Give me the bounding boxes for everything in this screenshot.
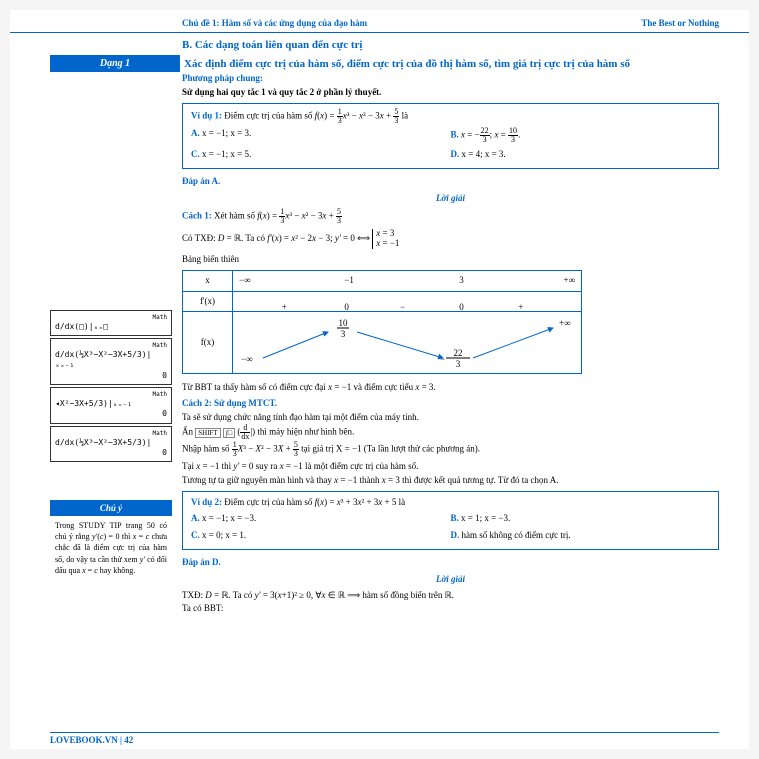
ex2-options: A. x = −1; x = −3. B. x = 1; x = −3. C. … bbox=[191, 510, 710, 545]
ex1-opt-b: B. x = −223; x = 103. bbox=[451, 125, 711, 146]
ex2-answer: Đáp án D. bbox=[182, 554, 719, 572]
svg-text:3: 3 bbox=[456, 359, 461, 368]
chapter-title: Chủ đề 1: Hàm số và các ứng dụng của đạo… bbox=[182, 18, 367, 28]
ex2-opt-b: B. x = 1; x = −3. bbox=[451, 510, 711, 528]
brand-slogan: The Best or Nothing bbox=[641, 18, 719, 28]
cach2-line3: Nhập hàm số 13X³ − X² − 3X + 53 tại giá … bbox=[182, 441, 719, 458]
bbt-table: x −∞ −1 3 +∞ f'(x) + 0 − 0 + f bbox=[182, 270, 582, 374]
ex2-opt-d: D. hàm số không có điểm cực trị. bbox=[451, 527, 711, 545]
ex1-opt-c: C. x = −1; x = 5. bbox=[191, 146, 451, 164]
note-sidebar: Chú ý Trong STUDY TIP trang 50 có chú ý … bbox=[50, 500, 172, 580]
method-text: Sử dụng hai quy tắc 1 và quy tắc 2 ở phầ… bbox=[182, 86, 719, 100]
ex2-prompt: Ví dụ 2: Điểm cực trị của hàm số f(x) = … bbox=[191, 496, 710, 510]
ex2-sol1: TXĐ: D = ℝ. Ta có y' = 3(x+1)² ≥ 0, ∀x ∈… bbox=[182, 589, 719, 603]
calc-screen-1: Math d/dx(□)|ₓ₌□ bbox=[50, 310, 172, 336]
cach2-line2: Ấn SHIFT ∫□ (ddx|) thì máy hiện như hình… bbox=[182, 424, 719, 441]
note-title: Chú ý bbox=[50, 500, 172, 516]
ex2-sol2: Ta có BBT: bbox=[182, 602, 719, 616]
ex1-opt-d: D. x = 4; x = 3. bbox=[451, 146, 711, 164]
svg-text:−: − bbox=[440, 354, 445, 364]
dang-tag: Dạng 1 bbox=[50, 55, 180, 72]
ex2-solution-title: Lời giải bbox=[182, 571, 719, 589]
cach1-conclusion: Từ BBT ta thấy hàm số có điểm cực đại x … bbox=[182, 378, 719, 395]
example-1-box: Ví dụ 1: Điểm cực trị của hàm số f(x) = … bbox=[182, 103, 719, 169]
ex1-options: A. x = −1; x = 3. B. x = −223; x = 103. … bbox=[191, 125, 710, 164]
page-header: Chủ đề 1: Hàm số và các ứng dụng của đạo… bbox=[10, 10, 749, 33]
ex1-solution-title: Lời giải bbox=[182, 190, 719, 208]
svg-text:3: 3 bbox=[341, 329, 346, 339]
ex2-opt-c: C. x = 0; x = 1. bbox=[191, 527, 451, 545]
ex1-opt-a: A. x = −1; x = 3. bbox=[191, 125, 451, 146]
cach1-line1: Cách 1: Xét hàm số f(x) = 13x³ − x² − 3x… bbox=[182, 208, 719, 225]
cach2-line4: Tại x = −1 thì y' = 0 suy ra x = −1 là m… bbox=[182, 458, 719, 474]
ex1-answer: Đáp án A. bbox=[182, 173, 719, 191]
bbt-row-f: f(x) 10 3 −∞ 22 3 − bbox=[183, 312, 582, 374]
calculator-sidebar: Math d/dx(□)|ₓ₌□ Math d/dx(⅓X³−X²−3X+5/3… bbox=[50, 310, 172, 464]
ex1-prompt: Ví dụ 1: Điểm cực trị của hàm số f(x) = … bbox=[191, 108, 710, 125]
svg-text:−∞: −∞ bbox=[241, 354, 253, 364]
page: Chủ đề 1: Hàm số và các ứng dụng của đạo… bbox=[10, 10, 749, 749]
cach1-line2: Có TXĐ: D = ℝ. Ta có f'(x) = x² − 2x − 3… bbox=[182, 225, 719, 249]
bbt-arrows-svg: 10 3 −∞ 22 3 − +∞ bbox=[233, 312, 581, 368]
svg-text:22: 22 bbox=[454, 348, 463, 358]
example-2-box: Ví dụ 2: Điểm cực trị của hàm số f(x) = … bbox=[182, 491, 719, 550]
dang-description: Xác định điểm cực trị của hàm số, điểm c… bbox=[180, 55, 749, 72]
bbt-row-x: x −∞ −1 3 +∞ bbox=[183, 271, 582, 292]
section-b-title: B. Các dạng toán liên quan đến cực trị bbox=[10, 33, 749, 55]
calc-screen-4: Math d/dx(⅓X³−X²−3X+5/3)| 0 bbox=[50, 426, 172, 463]
cach2-line1: Ta sẽ sử dụng chức năng tính đạo hàm tại… bbox=[182, 411, 719, 425]
bbt-row-fprime: f'(x) + 0 − 0 + bbox=[183, 291, 582, 312]
cach2-line5: Tương tự ta giữ nguyên màn hình và thay … bbox=[182, 474, 719, 488]
calc-screen-3: Math ◂X²−3X+5/3)|ₓ₌₋₁ 0 bbox=[50, 387, 172, 424]
bbt-label: Bảng biến thiên bbox=[182, 249, 719, 267]
svg-text:+∞: +∞ bbox=[559, 318, 571, 328]
svg-text:10: 10 bbox=[339, 318, 349, 328]
note-body: Trong STUDY TIP trang 50 có chú ý rằng y… bbox=[50, 516, 172, 580]
ex2-opt-a: A. x = −1; x = −3. bbox=[191, 510, 451, 528]
method-label: Phương pháp chung: bbox=[182, 73, 263, 83]
dang-row: Dạng 1 Xác định điểm cực trị của hàm số,… bbox=[10, 55, 749, 72]
cach2-label: Cách 2: Sử dụng MTCT. bbox=[182, 394, 719, 411]
footer-text: LOVEBOOK.VN | 42 bbox=[50, 735, 133, 745]
page-footer: LOVEBOOK.VN | 42 bbox=[50, 732, 719, 745]
calc-screen-2: Math d/dx(⅓X³−X²−3X+5/3)|ₓ₌₋₁ 0 bbox=[50, 338, 172, 385]
